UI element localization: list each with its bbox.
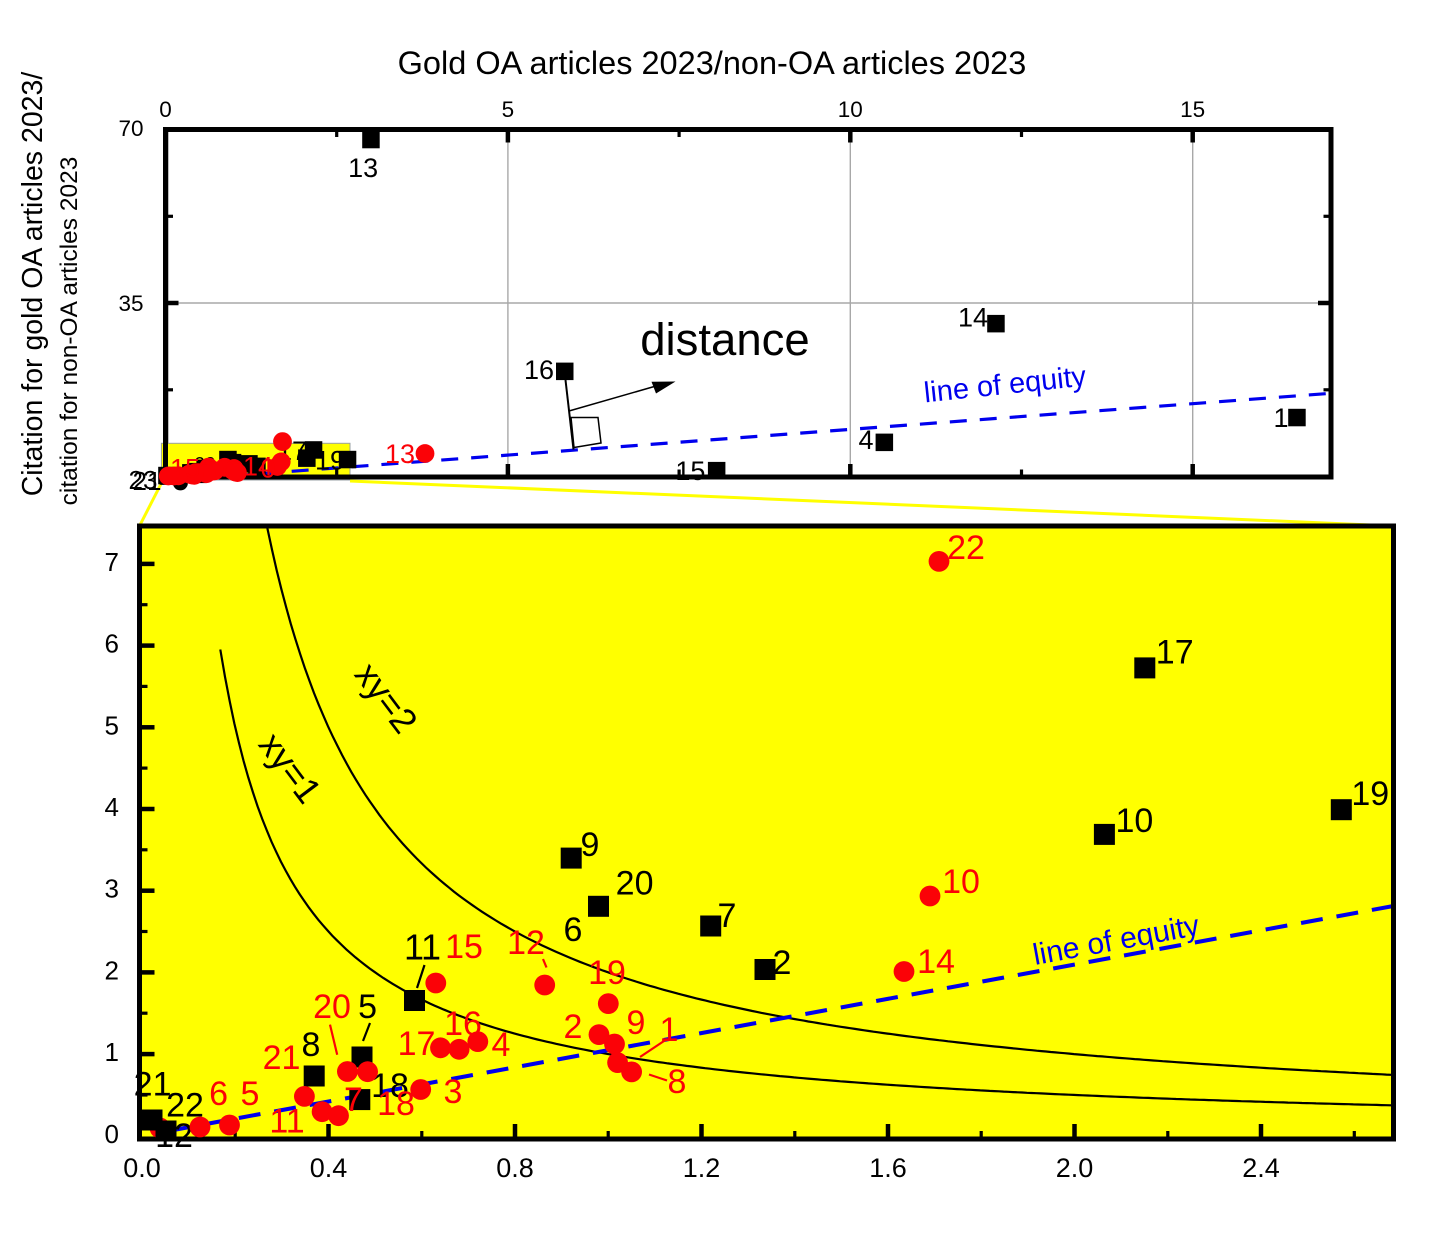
svg-text:7: 7 bbox=[718, 897, 737, 935]
svg-text:2: 2 bbox=[105, 955, 119, 985]
svg-text:11: 11 bbox=[269, 1103, 304, 1141]
svg-text:Gold OA articles 2023/non-OA a: Gold OA articles 2023/non-OA articles 20… bbox=[398, 45, 1027, 81]
svg-text:15: 15 bbox=[445, 928, 483, 966]
svg-text:4: 4 bbox=[105, 792, 119, 822]
svg-text:7: 7 bbox=[344, 1081, 363, 1119]
svg-text:12: 12 bbox=[507, 924, 545, 962]
svg-text:3: 3 bbox=[105, 874, 119, 904]
svg-text:19: 19 bbox=[588, 954, 626, 992]
svg-text:19: 19 bbox=[1351, 775, 1389, 813]
svg-text:20: 20 bbox=[616, 864, 654, 902]
svg-text:2.4: 2.4 bbox=[1242, 1153, 1280, 1183]
svg-text:1: 1 bbox=[1273, 403, 1288, 433]
svg-text:8: 8 bbox=[302, 1026, 321, 1064]
svg-text:8: 8 bbox=[668, 1063, 687, 1101]
svg-text:13: 13 bbox=[385, 439, 415, 469]
svg-text:16: 16 bbox=[444, 1005, 482, 1043]
svg-text:1.6: 1.6 bbox=[869, 1153, 907, 1183]
svg-text:0: 0 bbox=[105, 1119, 119, 1149]
svg-text:Citation for gold OA articles: Citation for gold OA articles 2023/ bbox=[17, 72, 49, 497]
svg-text:21: 21 bbox=[263, 1039, 301, 1077]
svg-text:3: 3 bbox=[444, 1073, 463, 1111]
svg-text:10: 10 bbox=[1115, 802, 1153, 840]
svg-text:15: 15 bbox=[675, 456, 705, 486]
svg-text:1: 1 bbox=[105, 1037, 119, 1067]
svg-text:0: 0 bbox=[159, 97, 172, 122]
svg-text:10: 10 bbox=[942, 863, 980, 901]
svg-text:22: 22 bbox=[947, 529, 985, 567]
svg-text:14: 14 bbox=[917, 943, 955, 981]
svg-text:1: 1 bbox=[421, 927, 441, 968]
svg-text:9: 9 bbox=[627, 1004, 646, 1042]
svg-text:4: 4 bbox=[858, 425, 873, 455]
svg-text:23: 23 bbox=[129, 465, 158, 495]
svg-text:14: 14 bbox=[243, 452, 273, 482]
svg-text:0.0: 0.0 bbox=[123, 1153, 161, 1183]
svg-text:1: 1 bbox=[404, 927, 424, 968]
svg-text:4: 4 bbox=[492, 1026, 511, 1064]
svg-text:2: 2 bbox=[564, 1008, 583, 1046]
svg-text:9: 9 bbox=[581, 826, 600, 864]
svg-text:0.4: 0.4 bbox=[310, 1153, 348, 1183]
svg-text:21: 21 bbox=[134, 1066, 172, 1104]
svg-text:2: 2 bbox=[773, 944, 792, 982]
svg-text:14: 14 bbox=[958, 303, 988, 333]
svg-text:20: 20 bbox=[313, 988, 351, 1026]
svg-text:2.0: 2.0 bbox=[1056, 1153, 1094, 1183]
svg-text:15: 15 bbox=[170, 454, 200, 484]
svg-text:5: 5 bbox=[358, 988, 377, 1026]
svg-text:7: 7 bbox=[105, 547, 119, 577]
svg-text:17: 17 bbox=[1156, 633, 1194, 671]
svg-text:0.8: 0.8 bbox=[496, 1153, 534, 1183]
svg-text:15: 15 bbox=[1180, 97, 1205, 122]
svg-text:6: 6 bbox=[105, 629, 119, 659]
svg-text:5: 5 bbox=[241, 1075, 260, 1113]
svg-text:18: 18 bbox=[377, 1085, 415, 1123]
svg-text:5: 5 bbox=[502, 97, 515, 122]
svg-text:70: 70 bbox=[118, 116, 143, 141]
svg-text:16: 16 bbox=[524, 355, 554, 385]
svg-text:17: 17 bbox=[398, 1025, 436, 1063]
svg-text:6: 6 bbox=[564, 911, 583, 949]
svg-text:35: 35 bbox=[118, 291, 143, 316]
svg-text:1.2: 1.2 bbox=[683, 1153, 721, 1183]
svg-text:0: 0 bbox=[260, 454, 275, 484]
svg-text:citation for non-OA articles 2: citation for non-OA articles 2023 bbox=[56, 157, 83, 506]
svg-text:6: 6 bbox=[209, 1075, 228, 1113]
svg-text:5: 5 bbox=[105, 710, 119, 740]
svg-text:10: 10 bbox=[838, 97, 863, 122]
svg-text:distance: distance bbox=[640, 314, 809, 365]
svg-text:21: 21 bbox=[133, 466, 162, 496]
svg-text:13: 13 bbox=[348, 153, 378, 183]
